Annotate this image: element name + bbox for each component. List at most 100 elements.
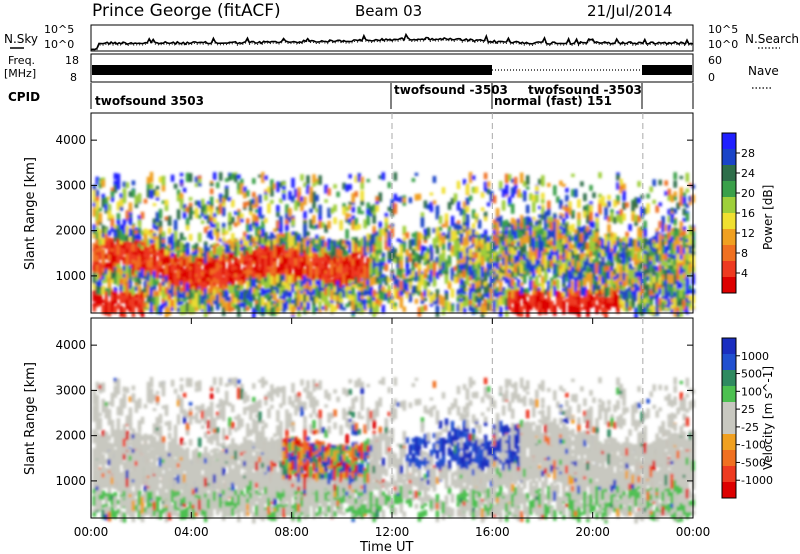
power-cell <box>104 288 109 294</box>
power-cell <box>170 284 175 293</box>
power-cell <box>264 189 268 193</box>
power-cell <box>143 233 148 240</box>
power-cell <box>315 208 319 213</box>
power-cell <box>525 204 530 214</box>
power-cell <box>131 254 136 260</box>
power-cell <box>125 281 130 290</box>
power-cell <box>309 271 313 280</box>
power-cell <box>221 307 226 316</box>
power-cell <box>276 233 280 245</box>
power-cell <box>185 270 190 280</box>
power-cell <box>161 298 166 303</box>
power-cell <box>179 275 184 282</box>
power-cell <box>288 255 292 263</box>
power-cell <box>285 256 289 265</box>
power-cell <box>152 287 157 298</box>
power-cell <box>303 224 307 236</box>
power-cell <box>203 204 208 212</box>
power-cell <box>113 252 118 263</box>
power-cell <box>224 191 229 201</box>
power-cell <box>164 201 169 211</box>
power-cell <box>264 261 268 268</box>
power-cell <box>110 214 115 218</box>
power-cell <box>206 260 211 268</box>
station-title: Prince George (fitACF) <box>92 1 281 21</box>
power-cell <box>197 175 202 179</box>
power-cell <box>161 286 166 290</box>
power-cell <box>179 270 184 278</box>
power-cell <box>309 243 313 253</box>
power-cell <box>273 261 277 270</box>
power-cell <box>255 271 259 278</box>
power-cell <box>170 265 175 273</box>
power-cell <box>345 286 349 291</box>
power-cell <box>234 284 238 290</box>
power-cell <box>243 186 247 192</box>
power-cell <box>191 266 196 277</box>
power-cell <box>312 256 316 267</box>
power-cell <box>252 178 256 184</box>
power-cell <box>291 261 295 270</box>
power-cell <box>327 238 331 246</box>
cpid-label: CPID <box>8 90 40 104</box>
power-cell <box>155 252 160 256</box>
power-cell <box>170 249 175 258</box>
power-cell <box>164 248 169 257</box>
power-cell <box>143 199 148 204</box>
power-cell <box>179 242 184 251</box>
power-cell <box>435 271 440 279</box>
power-cell <box>306 175 310 185</box>
power-cell <box>134 271 139 278</box>
power-cell <box>330 289 334 301</box>
power-cell <box>297 290 301 299</box>
power-cell <box>354 267 358 273</box>
power-cell <box>228 244 232 251</box>
power-cell <box>318 257 322 268</box>
power-cell <box>252 294 256 301</box>
power-cell <box>113 291 118 297</box>
power-cell <box>318 204 322 214</box>
power-cell <box>255 245 259 250</box>
power-cell <box>345 229 349 239</box>
power-cell <box>176 292 181 299</box>
power-cell <box>140 230 145 236</box>
power-cell <box>276 221 280 229</box>
power-cell <box>92 230 97 234</box>
power-cell <box>231 282 235 292</box>
power-cell <box>119 305 124 310</box>
power-cell <box>252 201 256 209</box>
power-cell <box>300 196 304 204</box>
power-cell <box>209 267 214 274</box>
power-cell <box>285 241 289 250</box>
power-cell <box>354 217 358 229</box>
power-cell <box>333 266 337 276</box>
power-cell <box>191 251 196 255</box>
freq-right-bottom: 0 <box>708 71 715 84</box>
power-cell <box>300 237 304 243</box>
power-cell <box>98 279 103 287</box>
power-cell <box>128 202 133 213</box>
power-cell <box>110 251 115 262</box>
power-cell <box>279 233 283 237</box>
power-cell <box>243 231 247 242</box>
power-cell <box>249 275 253 286</box>
power-cell <box>179 256 184 260</box>
power-cell <box>568 202 572 207</box>
power-cell <box>221 222 226 228</box>
power-cell <box>164 281 169 285</box>
power-cell <box>128 237 133 241</box>
power-cell <box>339 298 343 303</box>
power-cell <box>571 224 575 230</box>
power-cell <box>243 236 247 246</box>
power-cell <box>246 294 250 302</box>
power-cell <box>167 307 172 316</box>
power-cell <box>525 306 530 313</box>
power-cell <box>255 220 259 227</box>
power-cell <box>234 211 238 215</box>
power-cell <box>480 191 485 198</box>
power-cell <box>122 286 127 291</box>
power-cell <box>243 299 247 308</box>
power-cell <box>375 249 379 255</box>
power-cell <box>556 197 560 201</box>
power-cell <box>486 202 491 207</box>
